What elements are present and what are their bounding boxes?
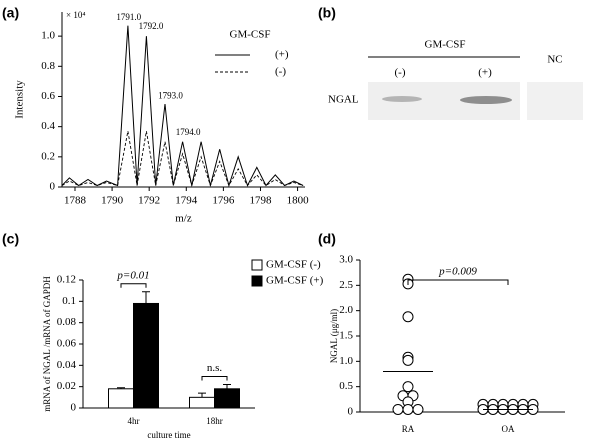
x-tick-label: 4hr (128, 416, 140, 426)
y-tick-label: 2.0 (339, 304, 353, 316)
peak-label: 1792.0 (139, 21, 164, 31)
y-tick-label: 0 (71, 402, 77, 414)
data-point (392, 403, 404, 415)
legend-label: (+) (275, 49, 289, 61)
panel-label: (b) (318, 5, 336, 21)
legend-label: GM-CSF (+) (266, 275, 324, 287)
y-tick-label: 0.04 (57, 359, 77, 371)
error-bar (117, 387, 125, 389)
data-point (402, 354, 414, 366)
legend-swatch (251, 259, 263, 271)
y-tick-label: 0.4 (41, 120, 55, 132)
significance-label: n.s. (207, 362, 223, 374)
spectrum-line (61, 25, 304, 188)
y-tick-label: 1.0 (339, 355, 353, 367)
lane-label: (+) (478, 67, 492, 79)
y-axis-label: NGAL (μg/ml) (329, 309, 339, 363)
y-axis-label: Intensity (14, 80, 26, 119)
y-tick-label: 0.2 (41, 150, 55, 162)
lane-label: (-) (395, 67, 406, 79)
scale-label: × 10⁴ (66, 10, 85, 20)
y-tick-label: 0.8 (41, 60, 55, 72)
row-label: NGAL (328, 94, 359, 106)
x-axis-label: culture time (147, 430, 190, 440)
blot-image (527, 82, 583, 120)
panel-label: (c) (2, 231, 19, 247)
data-point (402, 381, 414, 393)
x-axis-label: m/z (175, 213, 192, 225)
panel-label: (d) (318, 231, 336, 247)
error-bar (198, 392, 206, 398)
y-tick-label: 0.12 (57, 274, 76, 286)
error-bar (142, 291, 150, 304)
legend-label: GM-CSF (-) (266, 259, 321, 271)
blot-band (382, 96, 422, 102)
x-tick-label: 1788 (64, 195, 87, 207)
legend-title: GM-CSF (230, 29, 271, 41)
legend-swatch (251, 275, 263, 287)
y-tick-label: 1.0 (41, 30, 55, 42)
spectrum-line (61, 131, 304, 188)
significance-bracket (201, 376, 228, 381)
peak-label: 1793.0 (158, 91, 183, 101)
y-tick-label: 0 (50, 181, 56, 193)
peak-label: 1794.0 (176, 127, 201, 137)
bar (189, 396, 215, 409)
legend-label: (-) (275, 66, 286, 78)
y-tick-label: 0.02 (57, 380, 76, 392)
x-tick-label: 1792 (138, 195, 160, 207)
x-tick-label: RA (402, 424, 415, 434)
y-tick-label: 0.06 (57, 338, 77, 350)
x-tick-label: OA (502, 424, 515, 434)
y-tick-label: 0 (348, 406, 354, 418)
peak-label: 1791.0 (116, 12, 141, 22)
lane-label: NC (547, 54, 562, 66)
error-bar (223, 384, 231, 389)
y-tick-label: 1.5 (339, 330, 353, 342)
y-axis-label: mRNA of NGAL /mRNA of GAPDH (42, 276, 52, 412)
x-tick-label: 18hr (206, 416, 223, 426)
bar (133, 302, 159, 409)
data-point (402, 311, 414, 323)
significance-bracket (120, 283, 147, 288)
data-point (402, 403, 414, 415)
significance-label: p=0.009 (438, 266, 477, 278)
y-tick-label: 0.5 (339, 380, 353, 392)
x-tick-label: 1790 (101, 195, 124, 207)
y-tick-label: 0.6 (41, 90, 55, 102)
significance-bracket (407, 279, 509, 285)
significance-label: p=0.01 (116, 269, 149, 281)
y-tick-label: 2.5 (339, 279, 353, 291)
x-tick-label: 1794 (175, 195, 198, 207)
bar (214, 388, 240, 409)
y-tick-label: 0.08 (57, 316, 77, 328)
blot-title: GM-CSF (425, 39, 466, 51)
x-tick-label: 1796 (212, 195, 235, 207)
x-tick-label: 1800 (287, 195, 310, 207)
y-tick-label: 3.0 (339, 254, 353, 266)
panel-label: (a) (2, 5, 19, 21)
x-tick-label: 1798 (249, 195, 272, 207)
blot-band (460, 96, 512, 104)
bar (108, 388, 134, 409)
y-tick-label: 0.1 (62, 295, 76, 307)
data-point (412, 403, 424, 415)
